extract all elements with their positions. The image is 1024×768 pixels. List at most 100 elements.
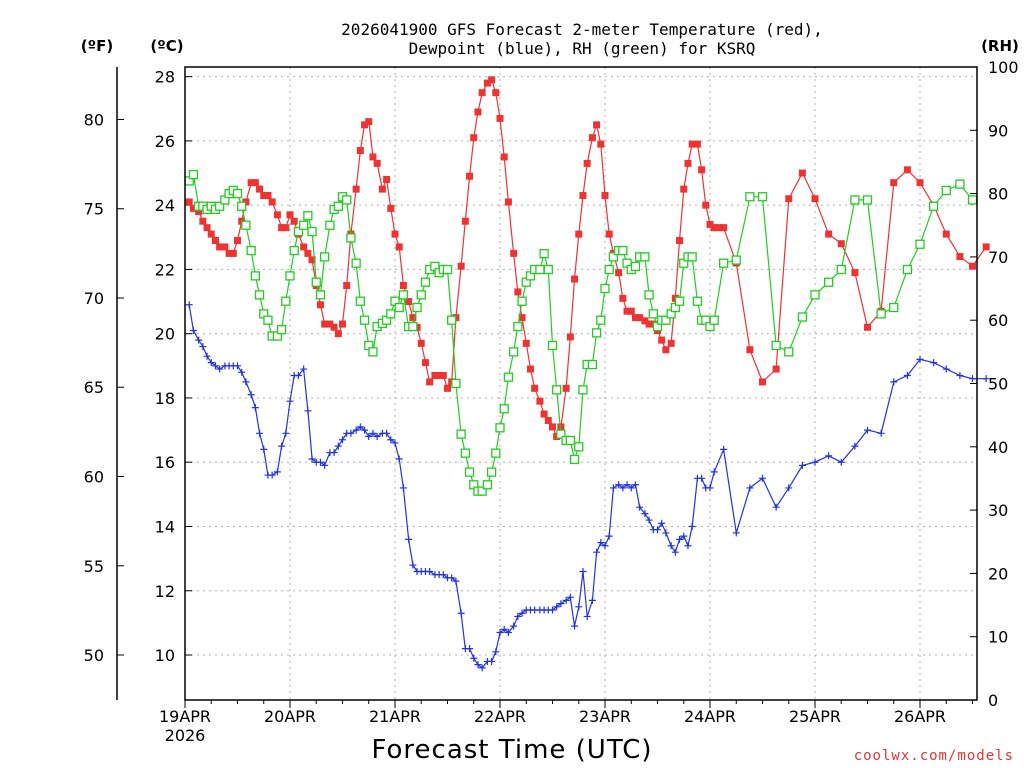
temperature-point <box>645 320 653 328</box>
temperature-point <box>688 140 696 148</box>
temperature-point <box>662 346 670 354</box>
rh-point <box>644 290 654 300</box>
dewpoint-point <box>510 622 518 630</box>
dewpoint-point <box>260 445 268 453</box>
rh-point <box>591 328 602 338</box>
dewpoint-point <box>583 612 591 620</box>
temperature-point <box>504 198 512 206</box>
dewpoint-point <box>667 542 675 550</box>
rh-point <box>503 372 514 382</box>
rh-point <box>539 249 549 259</box>
x-tick-label: 26APR <box>894 707 946 726</box>
rh-point <box>303 211 313 221</box>
celsius-tick-label: 28 <box>155 68 175 87</box>
temperature-point <box>339 320 346 328</box>
dewpoint-point <box>864 426 871 434</box>
temperature-point <box>361 121 369 129</box>
rh-point <box>902 264 913 275</box>
rh-point <box>618 245 628 256</box>
dewpoint-point <box>347 429 355 437</box>
temperature-point <box>268 198 276 206</box>
dewpoint-point <box>361 426 369 434</box>
fahrenheit-tick-label: 65 <box>84 378 104 397</box>
rh-point <box>386 309 396 319</box>
dewpoint-point <box>251 404 259 412</box>
temperature-point <box>710 224 718 232</box>
rh-point <box>298 220 309 230</box>
dewpoint-point <box>710 468 718 476</box>
dewpoint-point <box>268 471 276 479</box>
rh-tick-label: 20 <box>988 564 1008 583</box>
dewpoint-point <box>278 442 286 450</box>
rh-point <box>719 258 729 268</box>
temperature-point <box>421 359 429 367</box>
rh-point <box>460 448 471 458</box>
temperature-point <box>571 275 579 283</box>
dewpoint-point <box>273 468 281 476</box>
temperature-point <box>522 339 530 347</box>
dewpoint-point <box>549 606 556 614</box>
rh-tick-label: 90 <box>988 121 1008 140</box>
rh-tick-label: 80 <box>988 185 1008 204</box>
temperature-point <box>203 224 211 232</box>
series-layer <box>184 76 990 672</box>
rh-point <box>495 423 505 433</box>
temperature-point <box>439 371 447 379</box>
temperature-point <box>544 416 552 424</box>
x-tick-label: 24APR <box>684 707 736 726</box>
temperature-point <box>431 371 439 379</box>
dewpoint-point <box>216 365 224 373</box>
rh-tick-label: 30 <box>988 501 1008 520</box>
dewpoint-point <box>352 426 360 434</box>
dewpoint-point <box>383 429 391 437</box>
dewpoint-point <box>294 371 302 379</box>
rh-tick-label: 60 <box>988 311 1008 330</box>
dewpoint-point <box>457 609 465 617</box>
celsius-tick-label: 22 <box>155 260 175 279</box>
rh-point <box>574 442 584 452</box>
temperature-point <box>641 317 649 325</box>
temperature-point <box>597 140 605 148</box>
dewpoint-point <box>387 436 395 444</box>
x-tick-label: 19APR <box>159 707 211 726</box>
dewpoint-point <box>982 375 990 383</box>
rh-point <box>876 309 886 319</box>
rh-point <box>285 271 295 281</box>
rh-point <box>456 429 466 439</box>
temperature-point <box>510 249 518 257</box>
rh-point <box>276 325 287 335</box>
dewpoint-point <box>916 355 924 363</box>
dewpoint-point <box>877 429 885 437</box>
dewpoint-point <box>373 433 381 441</box>
temperature-point <box>903 166 911 174</box>
rh-point <box>491 448 501 458</box>
plot-frame <box>184 66 978 701</box>
dewpoint-point <box>654 526 661 534</box>
temperature-point <box>549 423 556 431</box>
temperature-point <box>216 243 224 251</box>
temperature-point <box>601 192 609 200</box>
grid-lines <box>185 67 977 700</box>
rh-point <box>596 315 606 325</box>
fahrenheit-tick-label: 75 <box>84 200 104 219</box>
temperature-point <box>199 217 207 225</box>
temperature-point <box>684 159 692 167</box>
dewpoint-point <box>562 596 570 604</box>
fahrenheit-tick-label: 55 <box>84 557 104 576</box>
temperature-point <box>746 346 754 354</box>
celsius-unit-label: (ºC) <box>150 37 183 55</box>
temperature-point <box>759 378 766 386</box>
rh-point <box>630 261 641 272</box>
dewpoint-point <box>641 510 649 518</box>
temperature-point <box>369 153 377 161</box>
temperature-point <box>714 224 722 232</box>
temperature-point <box>399 281 407 289</box>
dewpoint-point <box>658 519 666 527</box>
dewpoint-point <box>688 522 696 530</box>
dewpoint-point <box>615 481 623 489</box>
temperature-point <box>211 237 219 245</box>
dewpoint-point <box>452 577 460 585</box>
temperature-point <box>518 314 526 322</box>
temperature-point <box>488 76 496 84</box>
